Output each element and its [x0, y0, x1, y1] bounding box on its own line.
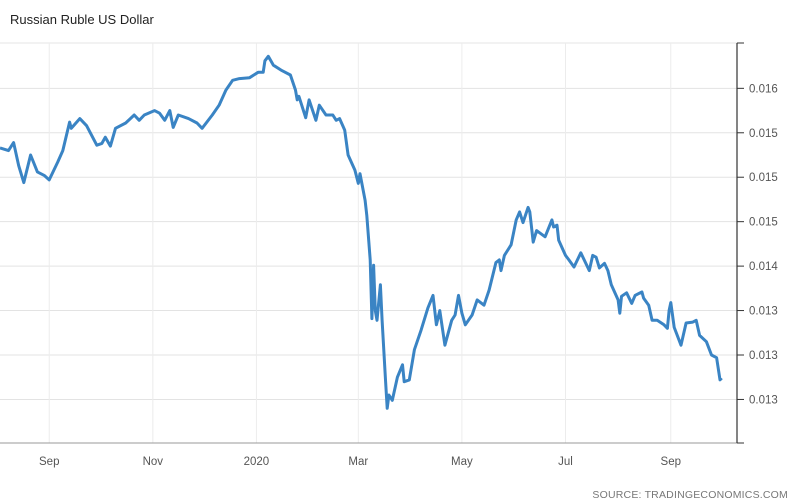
gridlines — [0, 42, 737, 443]
axes — [0, 42, 744, 444]
x-tick-label: Sep — [39, 456, 59, 468]
x-tick-label: Mar — [348, 456, 368, 468]
y-tick-label: 0.015 — [749, 172, 778, 184]
chart-title: Russian Ruble US Dollar — [10, 12, 154, 27]
y-tick-label: 0.016 — [749, 83, 778, 95]
y-tick-label: 0.015 — [749, 217, 778, 229]
y-tick-label: 0.013 — [749, 350, 778, 362]
x-tick-label: May — [451, 456, 473, 468]
y-tick-label: 0.014 — [749, 261, 778, 273]
x-tick-label: Sep — [661, 456, 681, 468]
y-tick-label: 0.013 — [749, 306, 778, 318]
y-tick-label: 0.013 — [749, 394, 778, 406]
y-tick-label: 0.015 — [749, 128, 778, 140]
series-line — [0, 54, 723, 410]
x-tick-label: Jul — [558, 456, 573, 468]
x-tick-label: Nov — [143, 456, 164, 468]
tick-labels: 0.016 0.015 0.015 0.015 0.014 0.013 0.013 0.013… — [39, 83, 778, 468]
source-label: SOURCE: TRADINGECONOMICS.COM — [592, 489, 788, 501]
x-tick-label: 2020 — [244, 456, 270, 468]
